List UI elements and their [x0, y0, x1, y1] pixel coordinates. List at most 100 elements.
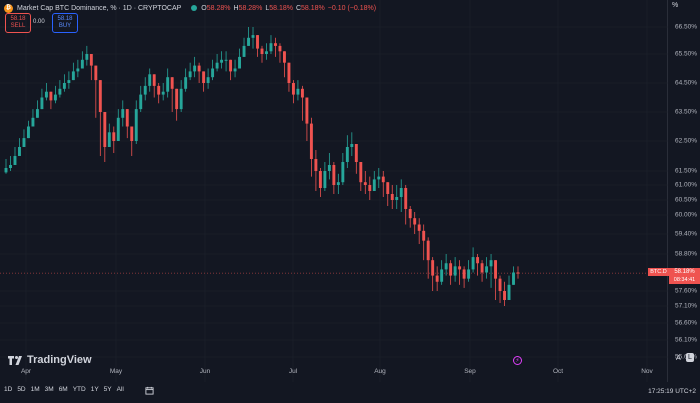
price-axis-label: 65.50%: [674, 50, 697, 58]
log-scale-button[interactable]: L: [686, 353, 694, 362]
candle-body: [291, 83, 295, 95]
candle-body: [18, 147, 21, 156]
buy-price: 58.18: [57, 16, 73, 22]
candle-body: [26, 126, 30, 139]
time-axis[interactable]: Apr May Jun Jul Aug Sep Oct Nov: [0, 366, 668, 382]
candle-body: [143, 85, 147, 95]
candlestick-chart[interactable]: [0, 0, 668, 382]
candle-body: [49, 91, 53, 101]
buy-button[interactable]: 58.18 BUY: [52, 13, 78, 33]
candle-body: [471, 257, 475, 270]
candle-body: [305, 97, 309, 124]
candle-body: [31, 117, 35, 127]
tradingview-logo[interactable]: TradingView: [8, 354, 92, 366]
range-5y[interactable]: 5Y: [103, 386, 112, 393]
candle-body: [296, 88, 300, 95]
candle-body: [323, 171, 327, 188]
time-axis-label: Nov: [641, 368, 653, 375]
candle-body: [363, 182, 367, 185]
range-all[interactable]: All: [116, 386, 124, 393]
candle-body: [107, 132, 111, 147]
candle-body: [314, 159, 318, 171]
candle-body: [377, 176, 381, 180]
range-3m[interactable]: 3M: [44, 386, 54, 393]
candle-body: [157, 85, 161, 95]
range-1y[interactable]: 1Y: [90, 386, 99, 393]
candle-body: [435, 275, 439, 282]
chart-legend: ₿ Market Cap BTC Dominance, % · 1D · CRY…: [4, 2, 376, 14]
buy-label: BUY: [58, 23, 72, 29]
sell-label: SELL: [10, 23, 26, 29]
percent-scale-button[interactable]: %: [672, 2, 679, 9]
candle-body: [152, 74, 156, 86]
candle-body: [467, 269, 471, 279]
candle-body: [89, 54, 93, 66]
candle-body: [220, 59, 224, 63]
auto-scale-button[interactable]: A: [676, 355, 681, 362]
price-axis-label: 57.10%: [674, 302, 697, 310]
candle-body: [350, 144, 354, 147]
market-status-icon: [191, 5, 198, 11]
price-tag-symbol: BTC.D: [648, 268, 669, 276]
candle-body: [498, 278, 502, 291]
time-axis-label: Oct: [552, 368, 564, 375]
price-axis-label: 63.50%: [674, 108, 697, 116]
candle-body: [247, 37, 250, 46]
price-axis-label: 58.80%: [674, 250, 697, 258]
candle-body: [224, 59, 228, 61]
candle-body: [202, 71, 206, 83]
candle-body: [130, 126, 134, 141]
price-axis-label: 60.50%: [674, 196, 697, 204]
candle-body: [390, 194, 394, 200]
range-1m[interactable]: 1M: [30, 386, 40, 393]
candle-body: [116, 117, 120, 141]
price-axis-label: 57.60%: [674, 287, 697, 295]
candle-body: [287, 62, 291, 83]
candle-body: [300, 88, 304, 98]
candle-body: [503, 291, 506, 300]
candle-body: [431, 260, 435, 276]
candle-body: [170, 77, 174, 89]
candle-body: [251, 35, 255, 38]
range-ytd[interactable]: YTD: [72, 386, 86, 393]
candle-body: [80, 59, 84, 69]
candle-body: [395, 197, 399, 200]
candle-body: [125, 109, 129, 127]
range-5d[interactable]: 5D: [17, 386, 26, 393]
tradingview-logo-icon: [8, 355, 22, 365]
symbol-title[interactable]: Market Cap BTC Dominance, % · 1D · CRYPT…: [17, 4, 182, 12]
sell-button[interactable]: 58.18 SELL: [5, 13, 31, 33]
candle-body: [98, 80, 102, 112]
range-6m[interactable]: 6M: [58, 386, 68, 393]
candle-body: [413, 218, 417, 225]
time-axis-label: Apr: [20, 368, 32, 375]
candle-body: [35, 109, 39, 118]
candle-body: [476, 257, 480, 264]
candle-body: [184, 77, 188, 89]
events-flag-icon[interactable]: ⚡: [513, 356, 522, 365]
candle-body: [278, 45, 282, 52]
candle-body: [71, 71, 75, 81]
candle-body: [444, 263, 448, 270]
candle-body: [9, 165, 12, 168]
price-axis-label: 64.50%: [674, 79, 697, 87]
price-axis-label: 62.50%: [674, 137, 697, 145]
candle-body: [269, 43, 273, 52]
candle-body: [354, 144, 358, 162]
price-axis[interactable]: 66.50% 65.50% 64.50% 63.50% 62.50% 61.50% 61.0…: [668, 0, 700, 382]
time-axis-label: May: [109, 368, 123, 375]
candle-body: [336, 182, 340, 185]
candle-body: [22, 138, 26, 147]
candle-body: [462, 269, 466, 279]
candle-body: [453, 266, 457, 276]
candle-body: [386, 182, 390, 194]
calendar-icon[interactable]: [145, 386, 154, 395]
candle-body: [345, 147, 349, 162]
candle-body: [516, 272, 520, 274]
chart-area[interactable]: [0, 0, 668, 382]
candle-body: [449, 263, 453, 276]
price-axis-label: 60.00%: [674, 211, 697, 219]
range-1d[interactable]: 1D: [4, 386, 13, 393]
utc-clock[interactable]: 17:25:19 UTC+2: [648, 388, 696, 395]
candle-body: [4, 168, 8, 173]
